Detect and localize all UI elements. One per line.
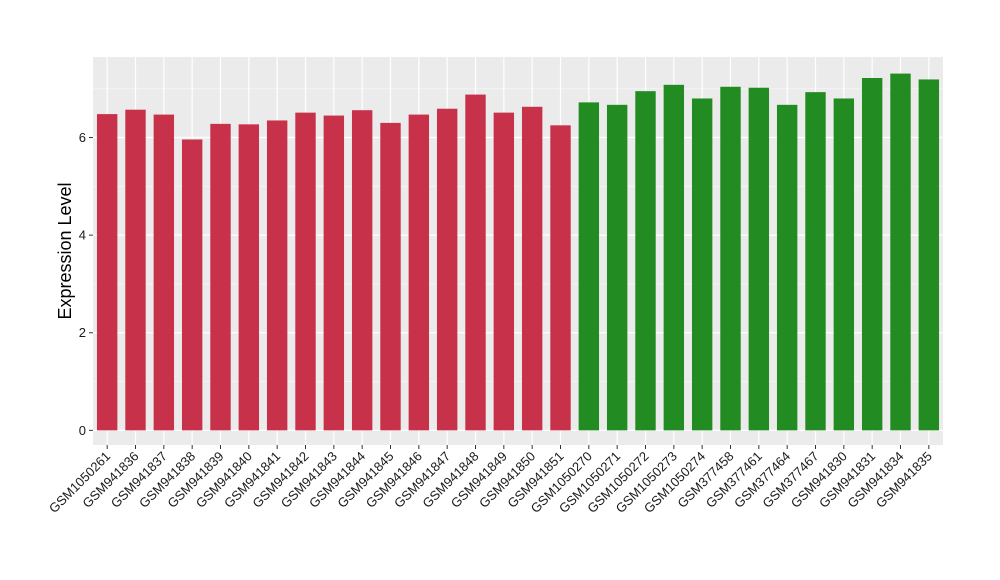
bar-GSM1050272 — [635, 91, 656, 431]
x-axis: GSM1050261GSM941836GSM941837GSM941838GSM… — [46, 445, 935, 516]
bar-GSM941847 — [436, 108, 458, 431]
y-axis: 0 2 4 6 — [79, 130, 93, 438]
bar-GSM377458 — [720, 86, 741, 431]
bar-GSM941841 — [266, 120, 288, 431]
y-tick-label: 2 — [79, 325, 86, 340]
bar-GSM941846 — [408, 114, 430, 431]
bar-GSM941840 — [238, 124, 260, 431]
bar-GSM941843 — [323, 115, 345, 431]
bar-GSM941836 — [125, 109, 146, 431]
bar-GSM941842 — [295, 112, 316, 431]
y-tick-label: 6 — [79, 130, 86, 145]
y-axis-title: Expression Level — [55, 182, 75, 319]
minor-gridlines — [93, 88, 943, 383]
bar-GSM1050274 — [691, 98, 713, 431]
bar-GSM377464 — [776, 104, 798, 431]
bar-GSM941830 — [833, 98, 855, 431]
bar-GSM941831 — [861, 77, 883, 431]
bar-GSM941851 — [550, 125, 571, 431]
y-tick-label: 4 — [79, 228, 86, 243]
bar-GSM941839 — [210, 123, 231, 431]
bar-GSM377467 — [805, 92, 826, 431]
bars — [96, 73, 940, 431]
y-tick-label: 0 — [79, 423, 86, 438]
bar-GSM1050271 — [606, 104, 628, 431]
bar-GSM941837 — [153, 114, 175, 431]
bar-GSM941850 — [521, 106, 543, 431]
bar-GSM941848 — [465, 94, 486, 431]
plot-panel — [93, 57, 943, 445]
bar-GSM941838 — [181, 139, 203, 431]
bar-GSM941835 — [918, 79, 940, 431]
bar-GSM941849 — [493, 112, 515, 431]
bar-GSM1050270 — [578, 102, 600, 431]
bar-GSM1050261 — [96, 114, 118, 431]
bar-GSM941845 — [380, 122, 401, 431]
bar-GSM941844 — [351, 110, 373, 431]
bar-GSM1050273 — [663, 84, 685, 431]
bar-GSM941834 — [890, 73, 911, 431]
bar-GSM377461 — [748, 87, 770, 431]
